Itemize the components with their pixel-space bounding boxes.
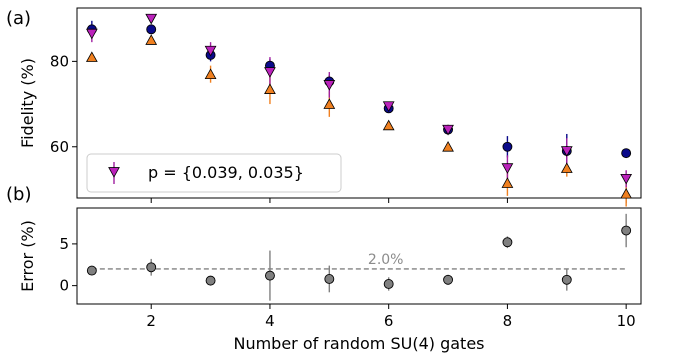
error-point [86,265,97,276]
fidelity-y-tick-label: 80 [50,52,69,70]
fidelity-point-triangle-up [85,51,98,62]
error-plot-frame [76,207,642,305]
panel-label-a: (a) [6,8,31,29]
fidelity-point-triangle-up [382,119,395,131]
x-tick-label: 8 [503,312,513,330]
fidelity-point-triangle-down [501,163,514,174]
x-tick-label: 6 [384,312,394,330]
error-point [146,262,157,273]
x-axis-label: Number of random SU(4) gates [233,334,484,353]
x-tick-label: 10 [617,312,636,330]
error-point [621,225,632,236]
fidelity-point-triangle-up [204,68,217,79]
error-panel: 0 5 2 4 6 8 10 2.0% (b) Error (%) Number of ra… [6,184,642,353]
fidelity-panel: 60 80 p = {0.039, 0.035} (a) Fidelity (%) [6,7,642,207]
x-tick-label: 2 [146,312,156,330]
fidelity-point-triangle-up [560,162,573,173]
fidelity-point-triangle-down [382,101,395,112]
error-point [383,279,394,289]
x-tick-label: 4 [265,312,275,330]
error-y-tick-label: 5 [59,235,69,253]
fidelity-point-triangle-up [264,83,276,94]
fidelity-axis-label: Fidelity (%) [18,58,37,148]
fidelity-point-triangle-up [442,141,454,152]
legend-box [86,153,342,193]
fidelity-point-circle [502,141,513,152]
fidelity-point-triangle-up [620,187,633,199]
error-point [205,275,216,286]
error-point [561,274,572,285]
fidelity-point-triangle-down [620,173,633,185]
error-axis-label: Error (%) [18,220,37,292]
panel-label-b: (b) [6,184,31,205]
fidelity-point-triangle-down [85,28,98,40]
fidelity-point-triangle-down [204,45,217,57]
fidelity-plot-frame [76,7,642,199]
fidelity-y-tick-label: 60 [50,138,69,156]
fidelity-point-circle [146,24,157,35]
error-point [324,274,335,284]
error-y-tick-label: 0 [59,277,69,295]
legend-marker [108,167,120,178]
fidelity-point-triangle-down [323,80,336,91]
legend: p = {0.039, 0.035} [86,153,342,193]
fidelity-point-triangle-up [323,98,336,109]
fidelity-point-triangle-down [145,13,158,25]
fidelity-point-triangle-down [264,67,276,78]
fidelity-point-triangle-up [501,177,514,188]
fidelity-point-circle [621,148,632,159]
fidelity-point-triangle-down [560,146,573,157]
average-error-label: 2.0% [368,252,404,268]
error-point [502,237,513,248]
error-point [264,270,275,281]
legend-entry-label: p = {0.039, 0.035} [148,163,304,182]
fidelity-point-triangle-down [442,124,454,136]
error-point [443,274,454,285]
fidelity-point-triangle-up [145,34,158,45]
